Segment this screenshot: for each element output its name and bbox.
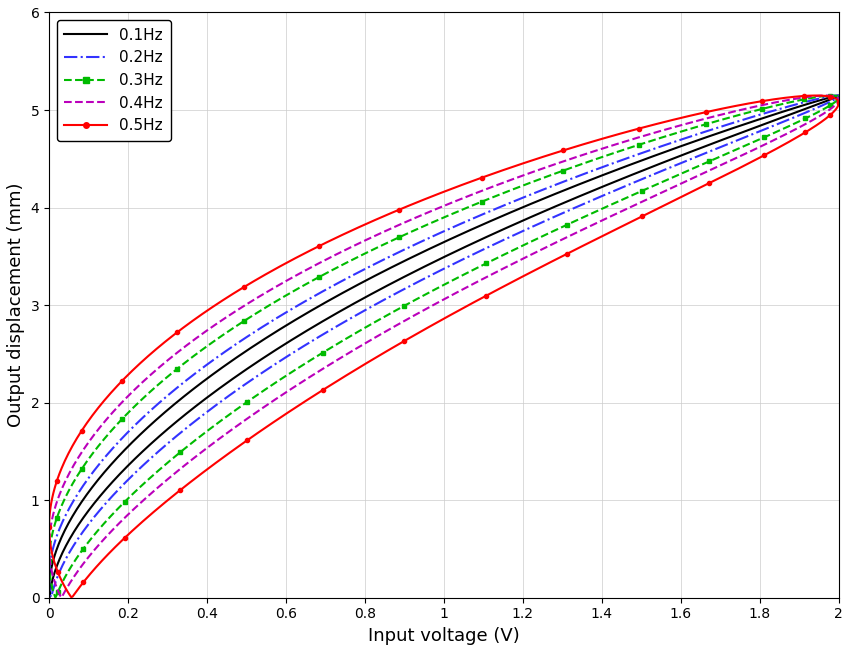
0.2Hz	[831, 91, 842, 99]
0.1Hz	[44, 586, 54, 594]
0.1Hz	[626, 160, 637, 168]
0.3Hz	[50, 593, 60, 601]
0.4Hz	[268, 397, 278, 405]
0.1Hz	[817, 98, 827, 106]
0.3Hz	[268, 381, 278, 389]
0.1Hz	[461, 243, 471, 250]
X-axis label: Input voltage (V): Input voltage (V)	[368, 627, 519, 645]
0.4Hz	[822, 91, 832, 99]
0.2Hz	[461, 254, 471, 262]
0.2Hz	[626, 153, 637, 160]
0.4Hz	[423, 209, 434, 216]
0.1Hz	[768, 111, 779, 119]
Line: 0.3Hz: 0.3Hz	[47, 93, 841, 600]
0.3Hz	[461, 270, 471, 278]
Y-axis label: Output displacement (mm): Output displacement (mm)	[7, 183, 25, 427]
0.3Hz	[44, 557, 54, 565]
0.3Hz	[626, 143, 637, 151]
0.5Hz	[768, 95, 779, 103]
0.5Hz	[626, 126, 637, 134]
0.2Hz	[268, 362, 278, 370]
Line: 0.1Hz: 0.1Hz	[49, 95, 839, 597]
0.4Hz	[626, 136, 637, 143]
0.3Hz	[827, 91, 837, 99]
0.1Hz	[423, 245, 434, 253]
0.4Hz	[56, 593, 66, 601]
0.5Hz	[66, 593, 76, 601]
0.5Hz	[811, 91, 821, 99]
0.4Hz	[461, 284, 471, 292]
0.2Hz	[44, 574, 54, 582]
0.5Hz	[817, 117, 827, 125]
0.2Hz	[817, 102, 827, 110]
Line: 0.2Hz: 0.2Hz	[49, 95, 839, 597]
0.2Hz	[46, 593, 56, 601]
0.5Hz	[44, 523, 54, 531]
0.5Hz	[44, 523, 54, 531]
0.1Hz	[44, 586, 54, 594]
0.1Hz	[268, 348, 278, 356]
0.4Hz	[768, 99, 779, 107]
0.2Hz	[768, 107, 779, 115]
0.5Hz	[268, 419, 278, 426]
0.1Hz	[833, 91, 843, 99]
0.3Hz	[817, 106, 827, 113]
0.2Hz	[423, 235, 434, 243]
0.1Hz	[44, 593, 54, 601]
Line: 0.4Hz: 0.4Hz	[49, 95, 839, 597]
0.2Hz	[44, 574, 54, 582]
0.3Hz	[423, 220, 434, 228]
0.4Hz	[817, 110, 827, 118]
0.5Hz	[461, 303, 471, 310]
0.4Hz	[44, 542, 54, 550]
0.5Hz	[423, 194, 434, 201]
0.3Hz	[768, 102, 779, 110]
Line: 0.5Hz: 0.5Hz	[47, 93, 841, 599]
0.4Hz	[44, 542, 54, 550]
0.3Hz	[44, 557, 54, 565]
Legend: 0.1Hz, 0.2Hz, 0.3Hz, 0.4Hz, 0.5Hz: 0.1Hz, 0.2Hz, 0.3Hz, 0.4Hz, 0.5Hz	[57, 20, 171, 141]
